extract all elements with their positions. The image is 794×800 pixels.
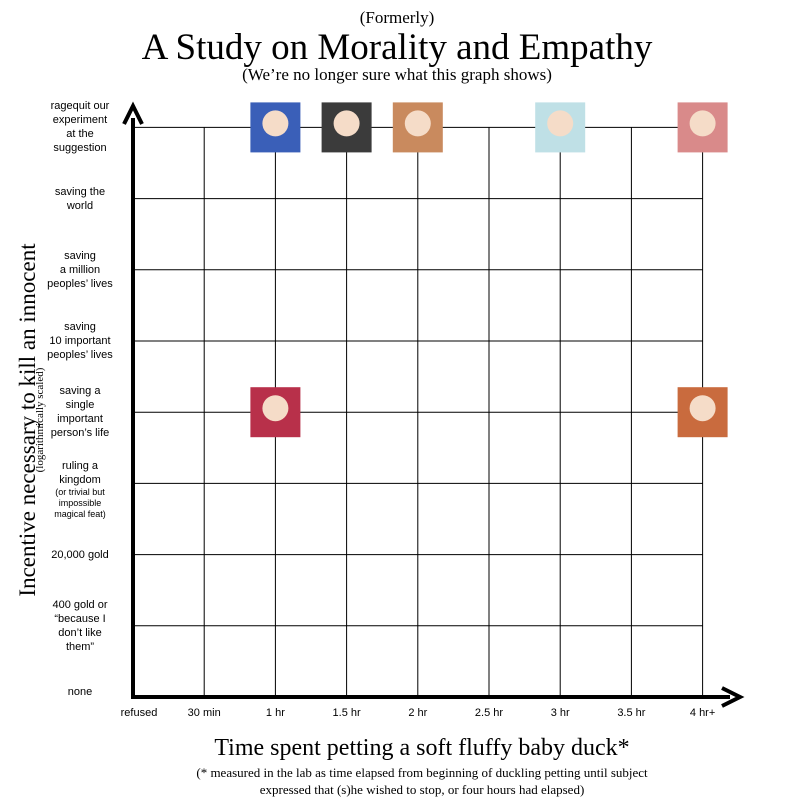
- x-tick-label: 1.5 hr: [332, 707, 361, 719]
- x-tick-label: 3.5 hr: [617, 707, 646, 719]
- y-axis-note: (logarithmically scaled): [34, 367, 46, 473]
- portrait-face: [333, 110, 360, 137]
- x-axis-label: Time spent petting a soft fluffy baby du…: [214, 735, 630, 761]
- pretitle: (Formerly): [359, 8, 435, 27]
- y-tick-label: ruling a kingdom (or trivial but impossib…: [25, 459, 135, 520]
- point: [535, 102, 586, 153]
- y-tick-label: saving 10 important peoples’ lives: [47, 321, 113, 361]
- point: [677, 387, 728, 438]
- x-tick-label: 2 hr: [408, 707, 428, 719]
- x-tick-label: 4 hr+: [689, 707, 716, 719]
- y-tick-label: none: [67, 686, 93, 698]
- chart-title: A Study on Morality and Empathy: [141, 27, 653, 68]
- x-tick-label: 30 min: [187, 707, 221, 719]
- y-tick-label: 400 gold or “because I don’t like them”: [52, 598, 108, 653]
- x-arrow: [721, 686, 745, 708]
- footnote: (* measured in the lab as time elapsed f…: [196, 765, 648, 797]
- y-arrow: [122, 101, 144, 125]
- x-tick-label: refused: [120, 707, 158, 719]
- portrait-face: [262, 110, 289, 137]
- portrait-face: [262, 395, 289, 422]
- y-tick-note: (or trivial but impossible magical feat): [54, 486, 106, 519]
- point: [321, 102, 372, 153]
- y-tick-label: saving the world: [54, 185, 106, 212]
- point: [250, 102, 301, 153]
- x-tick-label: 1 hr: [265, 707, 285, 719]
- y-tick-label: ragequit our experiment at the suggestio…: [50, 100, 110, 155]
- portrait-face: [689, 110, 716, 137]
- point: [392, 102, 443, 153]
- portrait-face: [404, 110, 431, 137]
- point: [677, 102, 728, 153]
- x-tick-label: 3 hr: [550, 707, 570, 719]
- portrait-face: [689, 395, 716, 422]
- y-tick-label: 20,000 gold: [51, 548, 109, 561]
- subtitle: (We’re no longer sure what this graph sh…: [242, 65, 552, 84]
- portrait-face: [547, 110, 574, 137]
- x-tick-label: 2.5 hr: [474, 707, 504, 719]
- y-tick-label: saving a single important person’s life: [50, 385, 110, 440]
- y-tick-label: saving a million peoples’ lives: [47, 249, 113, 290]
- point: [250, 387, 301, 438]
